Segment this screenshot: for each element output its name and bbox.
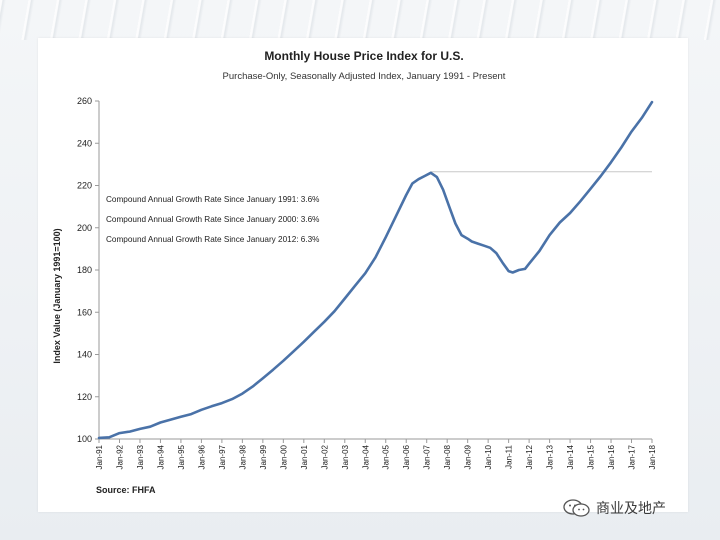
x-tick-label: Jan-95 <box>177 444 186 469</box>
y-axis-label: Index Value (January 1991=100) <box>52 228 62 363</box>
x-tick-label: Jan-14 <box>566 444 575 469</box>
annotation-cagr-2012: Compound Annual Growth Rate Since Januar… <box>106 235 319 244</box>
x-tick-label: Jan-94 <box>156 444 165 469</box>
y-tick-label: 160 <box>77 307 92 317</box>
x-tick-label: Jan-17 <box>628 444 637 469</box>
x-tick-label: Jan-05 <box>382 444 391 469</box>
x-tick-label: Jan-08 <box>443 444 452 469</box>
x-tick-label: Jan-18 <box>648 444 657 469</box>
chart-subtitle: Purchase-Only, Seasonally Adjusted Index… <box>223 71 506 82</box>
x-tick-label: Jan-03 <box>341 444 350 469</box>
y-axis-ticks: 100 120 140 160 180 200 220 240 260 <box>77 96 99 444</box>
x-tick-label: Jan-16 <box>607 444 616 469</box>
x-axis-ticks: Jan-91 Jan-92 Jan-93 Jan-94 Jan-95 Jan-96 Jan-… <box>95 439 657 469</box>
y-tick-label: 100 <box>77 434 92 444</box>
annotation-cagr-2000: Compound Annual Growth Rate Since Januar… <box>106 215 319 224</box>
x-tick-label: Jan-06 <box>402 444 411 469</box>
x-tick-label: Jan-97 <box>218 444 227 469</box>
x-tick-label: Jan-93 <box>136 444 145 469</box>
wechat-icon <box>563 499 590 517</box>
y-tick-label: 200 <box>77 223 92 233</box>
x-tick-label: Jan-13 <box>546 444 555 469</box>
x-tick-label: Jan-92 <box>115 444 124 469</box>
y-tick-label: 220 <box>77 181 92 191</box>
x-tick-label: Jan-96 <box>197 444 206 469</box>
background-streaks <box>0 0 720 40</box>
x-tick-label: Jan-04 <box>361 444 370 469</box>
x-tick-label: Jan-91 <box>95 444 104 469</box>
y-tick-label: 140 <box>77 350 92 360</box>
x-tick-label: Jan-10 <box>484 444 493 469</box>
x-tick-label: Jan-15 <box>587 444 596 469</box>
x-tick-label: Jan-99 <box>259 444 268 469</box>
y-tick-label: 240 <box>77 138 92 148</box>
watermark-text: 商业及地产 <box>596 501 666 517</box>
y-tick-label: 180 <box>77 265 92 275</box>
y-tick-label: 120 <box>77 392 92 402</box>
x-tick-label: Jan-01 <box>300 444 309 469</box>
y-tick-label: 260 <box>77 96 92 106</box>
annotation-cagr-1991: Compound Annual Growth Rate Since Januar… <box>106 195 319 204</box>
house-price-chart: Monthly House Price Index for U.S. Purch… <box>52 49 657 495</box>
x-tick-label: Jan-02 <box>320 444 329 469</box>
watermark: 商业及地产 <box>562 497 666 519</box>
x-tick-label: Jan-11 <box>505 444 514 468</box>
chart-title: Monthly House Price Index for U.S. <box>264 49 463 63</box>
source-note: Source: FHFA <box>96 485 156 495</box>
x-tick-label: Jan-00 <box>279 444 288 469</box>
x-tick-label: Jan-09 <box>464 444 473 469</box>
slide-panel: Monthly House Price Index for U.S. Purch… <box>38 38 688 512</box>
x-tick-label: Jan-12 <box>525 444 534 469</box>
series-line-hpi <box>97 100 654 440</box>
x-tick-label: Jan-98 <box>238 444 247 469</box>
cagr-annotations: Compound Annual Growth Rate Since Januar… <box>106 195 319 244</box>
x-tick-label: Jan-07 <box>423 444 432 469</box>
